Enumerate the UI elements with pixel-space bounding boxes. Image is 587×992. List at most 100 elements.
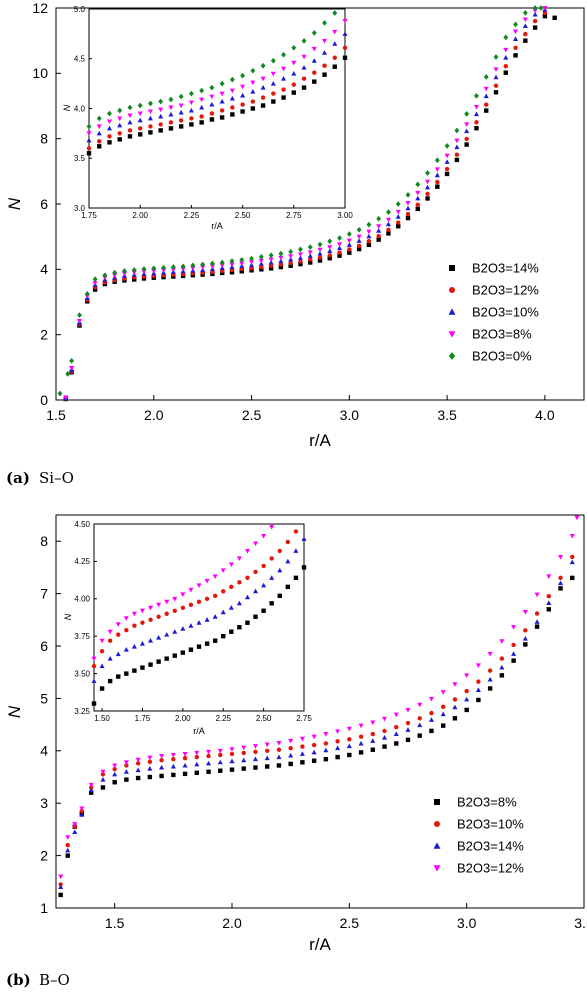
main-point (366, 221, 372, 228)
legend-marker (433, 865, 441, 872)
main-point (511, 658, 516, 663)
inset-point (312, 70, 317, 75)
main-point (444, 171, 450, 177)
main-point (88, 787, 94, 793)
inset-point (240, 109, 245, 114)
inset-point (260, 62, 266, 69)
inset-point (229, 76, 235, 83)
main-point (454, 127, 460, 134)
x-tick-label: 2.75 (296, 714, 312, 723)
main-point (444, 142, 450, 149)
main-point (395, 201, 401, 207)
main-point (370, 747, 375, 752)
main-point (574, 515, 580, 521)
main-points-b (58, 515, 580, 898)
main-point (147, 755, 153, 761)
main-point (69, 357, 75, 364)
x-tick-label: 1.5 (46, 407, 66, 423)
inset-point (332, 10, 338, 16)
inset-point (221, 589, 226, 594)
inset-point (139, 641, 145, 646)
main-point (200, 265, 206, 271)
main-point (217, 759, 223, 765)
inset-point (138, 132, 143, 137)
inset-point (342, 31, 348, 36)
main-point (65, 835, 71, 840)
main-point (194, 754, 199, 760)
main-point (121, 271, 127, 277)
inset-point (97, 144, 102, 149)
inset-point (301, 65, 307, 70)
y-tick-label: 5 (40, 690, 48, 706)
inset-point (91, 663, 97, 669)
inset-point (127, 104, 133, 111)
main-point (278, 264, 284, 270)
main-point (327, 256, 332, 261)
inset-point (277, 567, 283, 573)
inset-point (220, 568, 226, 574)
main-point (546, 594, 551, 599)
main-point (79, 806, 85, 812)
x-tick-label: 3.0 (457, 915, 477, 931)
inset-point (168, 105, 174, 111)
inset-point (127, 128, 133, 133)
x-tick-label: 1.50 (94, 714, 110, 723)
inset-point (293, 575, 299, 581)
main-point (229, 747, 235, 752)
inset-point (204, 596, 210, 601)
inset-point (301, 536, 307, 541)
inset-point (148, 124, 153, 129)
main-point (171, 772, 176, 778)
x-tick-label: 2.50 (235, 211, 251, 220)
x-tick-label: 2.5 (340, 915, 360, 931)
inset-point (148, 638, 154, 643)
main-point (141, 266, 147, 272)
inset-point (158, 128, 163, 133)
inset-point (285, 539, 291, 545)
y-tick-label: 4.5 (74, 55, 86, 64)
main-point (337, 235, 342, 241)
inset-point (138, 126, 143, 131)
main-point (558, 554, 564, 560)
main-point (542, 6, 548, 11)
main-point (441, 723, 446, 728)
main-point (327, 245, 333, 250)
inset-point (236, 600, 242, 606)
legend-label: B2O3=12% (457, 861, 524, 876)
main-point (393, 731, 399, 737)
inset-point (156, 614, 161, 619)
main-point (393, 712, 399, 718)
main-point (170, 267, 176, 273)
main-point (100, 785, 106, 790)
main-point (569, 559, 575, 565)
main-point (209, 264, 215, 270)
main-point (84, 290, 90, 297)
main-point (511, 625, 517, 630)
main-point (405, 707, 411, 713)
main-point (112, 763, 118, 769)
main-point (405, 215, 411, 221)
y-tick-label: 2 (40, 327, 48, 343)
inset-point (261, 533, 267, 539)
main-point (194, 770, 199, 776)
main-point (288, 254, 294, 259)
main-point (182, 771, 188, 777)
main-point (135, 757, 141, 763)
main-point (278, 255, 284, 261)
main-point (347, 250, 352, 255)
main-point (386, 227, 391, 233)
main-point (558, 586, 563, 591)
inset-point (291, 71, 297, 76)
inset-point (230, 112, 235, 117)
main-point (278, 258, 284, 264)
main-point (382, 728, 387, 734)
main-point (308, 260, 313, 265)
inset-point (172, 653, 177, 658)
main-point (444, 166, 450, 172)
main-point (268, 257, 274, 263)
main-point (335, 739, 340, 744)
main-point (425, 184, 431, 190)
inset-point (229, 584, 234, 590)
main-point (523, 628, 528, 633)
